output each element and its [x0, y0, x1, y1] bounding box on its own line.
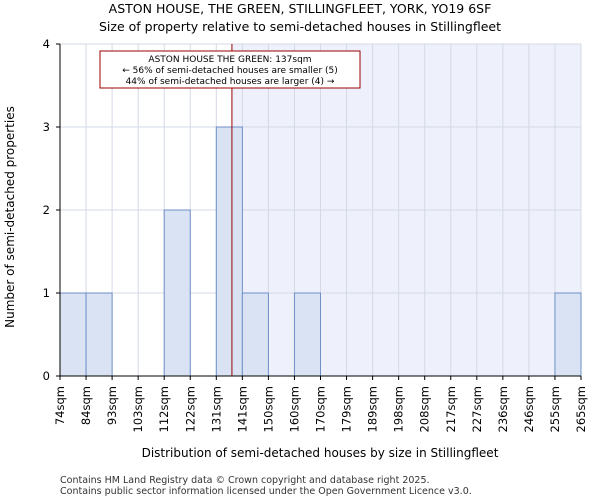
- y-axis-label: Number of semi-detached properties: [3, 106, 17, 328]
- x-tick-label: 236sqm: [496, 386, 510, 432]
- x-tick-label: 93sqm: [105, 386, 119, 425]
- histogram-bar: [293, 292, 322, 377]
- histogram-bar: [241, 292, 269, 377]
- x-tick-label: 179sqm: [340, 386, 354, 432]
- x-tick-label: 208sqm: [418, 386, 432, 432]
- x-tick-label: 131sqm: [209, 386, 223, 432]
- footer-line-2: Contains public sector information licen…: [60, 486, 472, 497]
- histogram-bar: [85, 292, 113, 377]
- x-axis-label: Distribution of semi-detached houses by …: [142, 446, 499, 460]
- histogram-bar: [554, 292, 582, 377]
- x-tick-label: 74sqm: [53, 386, 67, 425]
- y-tick-label: 4: [43, 37, 50, 51]
- x-tick-label: 246sqm: [522, 386, 536, 432]
- x-tick-label: 141sqm: [235, 386, 249, 432]
- y-tick-label: 0: [43, 369, 50, 383]
- plot-area: 0 1 2 3 4 74sqm 84sqm 93sqm 103sqm 112sqm 122sqm 13…: [43, 37, 588, 432]
- annotation-box: [99, 50, 361, 89]
- x-tick-label: 170sqm: [314, 386, 328, 432]
- annotation-line: ASTON HOUSE THE GREEN: 137sqm: [148, 55, 311, 65]
- histogram-bar: [59, 292, 87, 377]
- annotation-line: 44% of semi-detached houses are larger (…: [126, 77, 335, 87]
- chart-title: ASTON HOUSE, THE GREEN, STILLINGFLEET, Y…: [109, 1, 492, 16]
- x-tick-label: 112sqm: [157, 386, 171, 432]
- x-tick-label: 255sqm: [548, 386, 562, 432]
- x-tick-label: 150sqm: [261, 386, 275, 432]
- x-tick-label: 189sqm: [366, 386, 380, 432]
- histogram-bar: [163, 209, 191, 377]
- y-tick-label: 3: [43, 120, 50, 134]
- x-tick-label: 122sqm: [183, 386, 197, 432]
- x-tick-label: 103sqm: [131, 386, 145, 432]
- y-tick-label: 1: [43, 286, 50, 300]
- x-tick-label: 217sqm: [444, 386, 458, 432]
- x-tick-label: 84sqm: [79, 386, 93, 425]
- x-tick-label: 227sqm: [470, 386, 484, 432]
- chart-subtitle: Size of property relative to semi-detach…: [99, 19, 501, 34]
- x-tick-label: 198sqm: [392, 386, 406, 432]
- histogram-bar: [215, 126, 243, 377]
- annotation-line: ← 56% of semi-detached houses are smalle…: [122, 66, 338, 76]
- y-tick-label: 2: [43, 203, 50, 217]
- footer-line-1: Contains HM Land Registry data © Crown c…: [60, 475, 430, 486]
- x-tick-label: 160sqm: [287, 386, 301, 432]
- x-tick-label: 265sqm: [574, 386, 588, 432]
